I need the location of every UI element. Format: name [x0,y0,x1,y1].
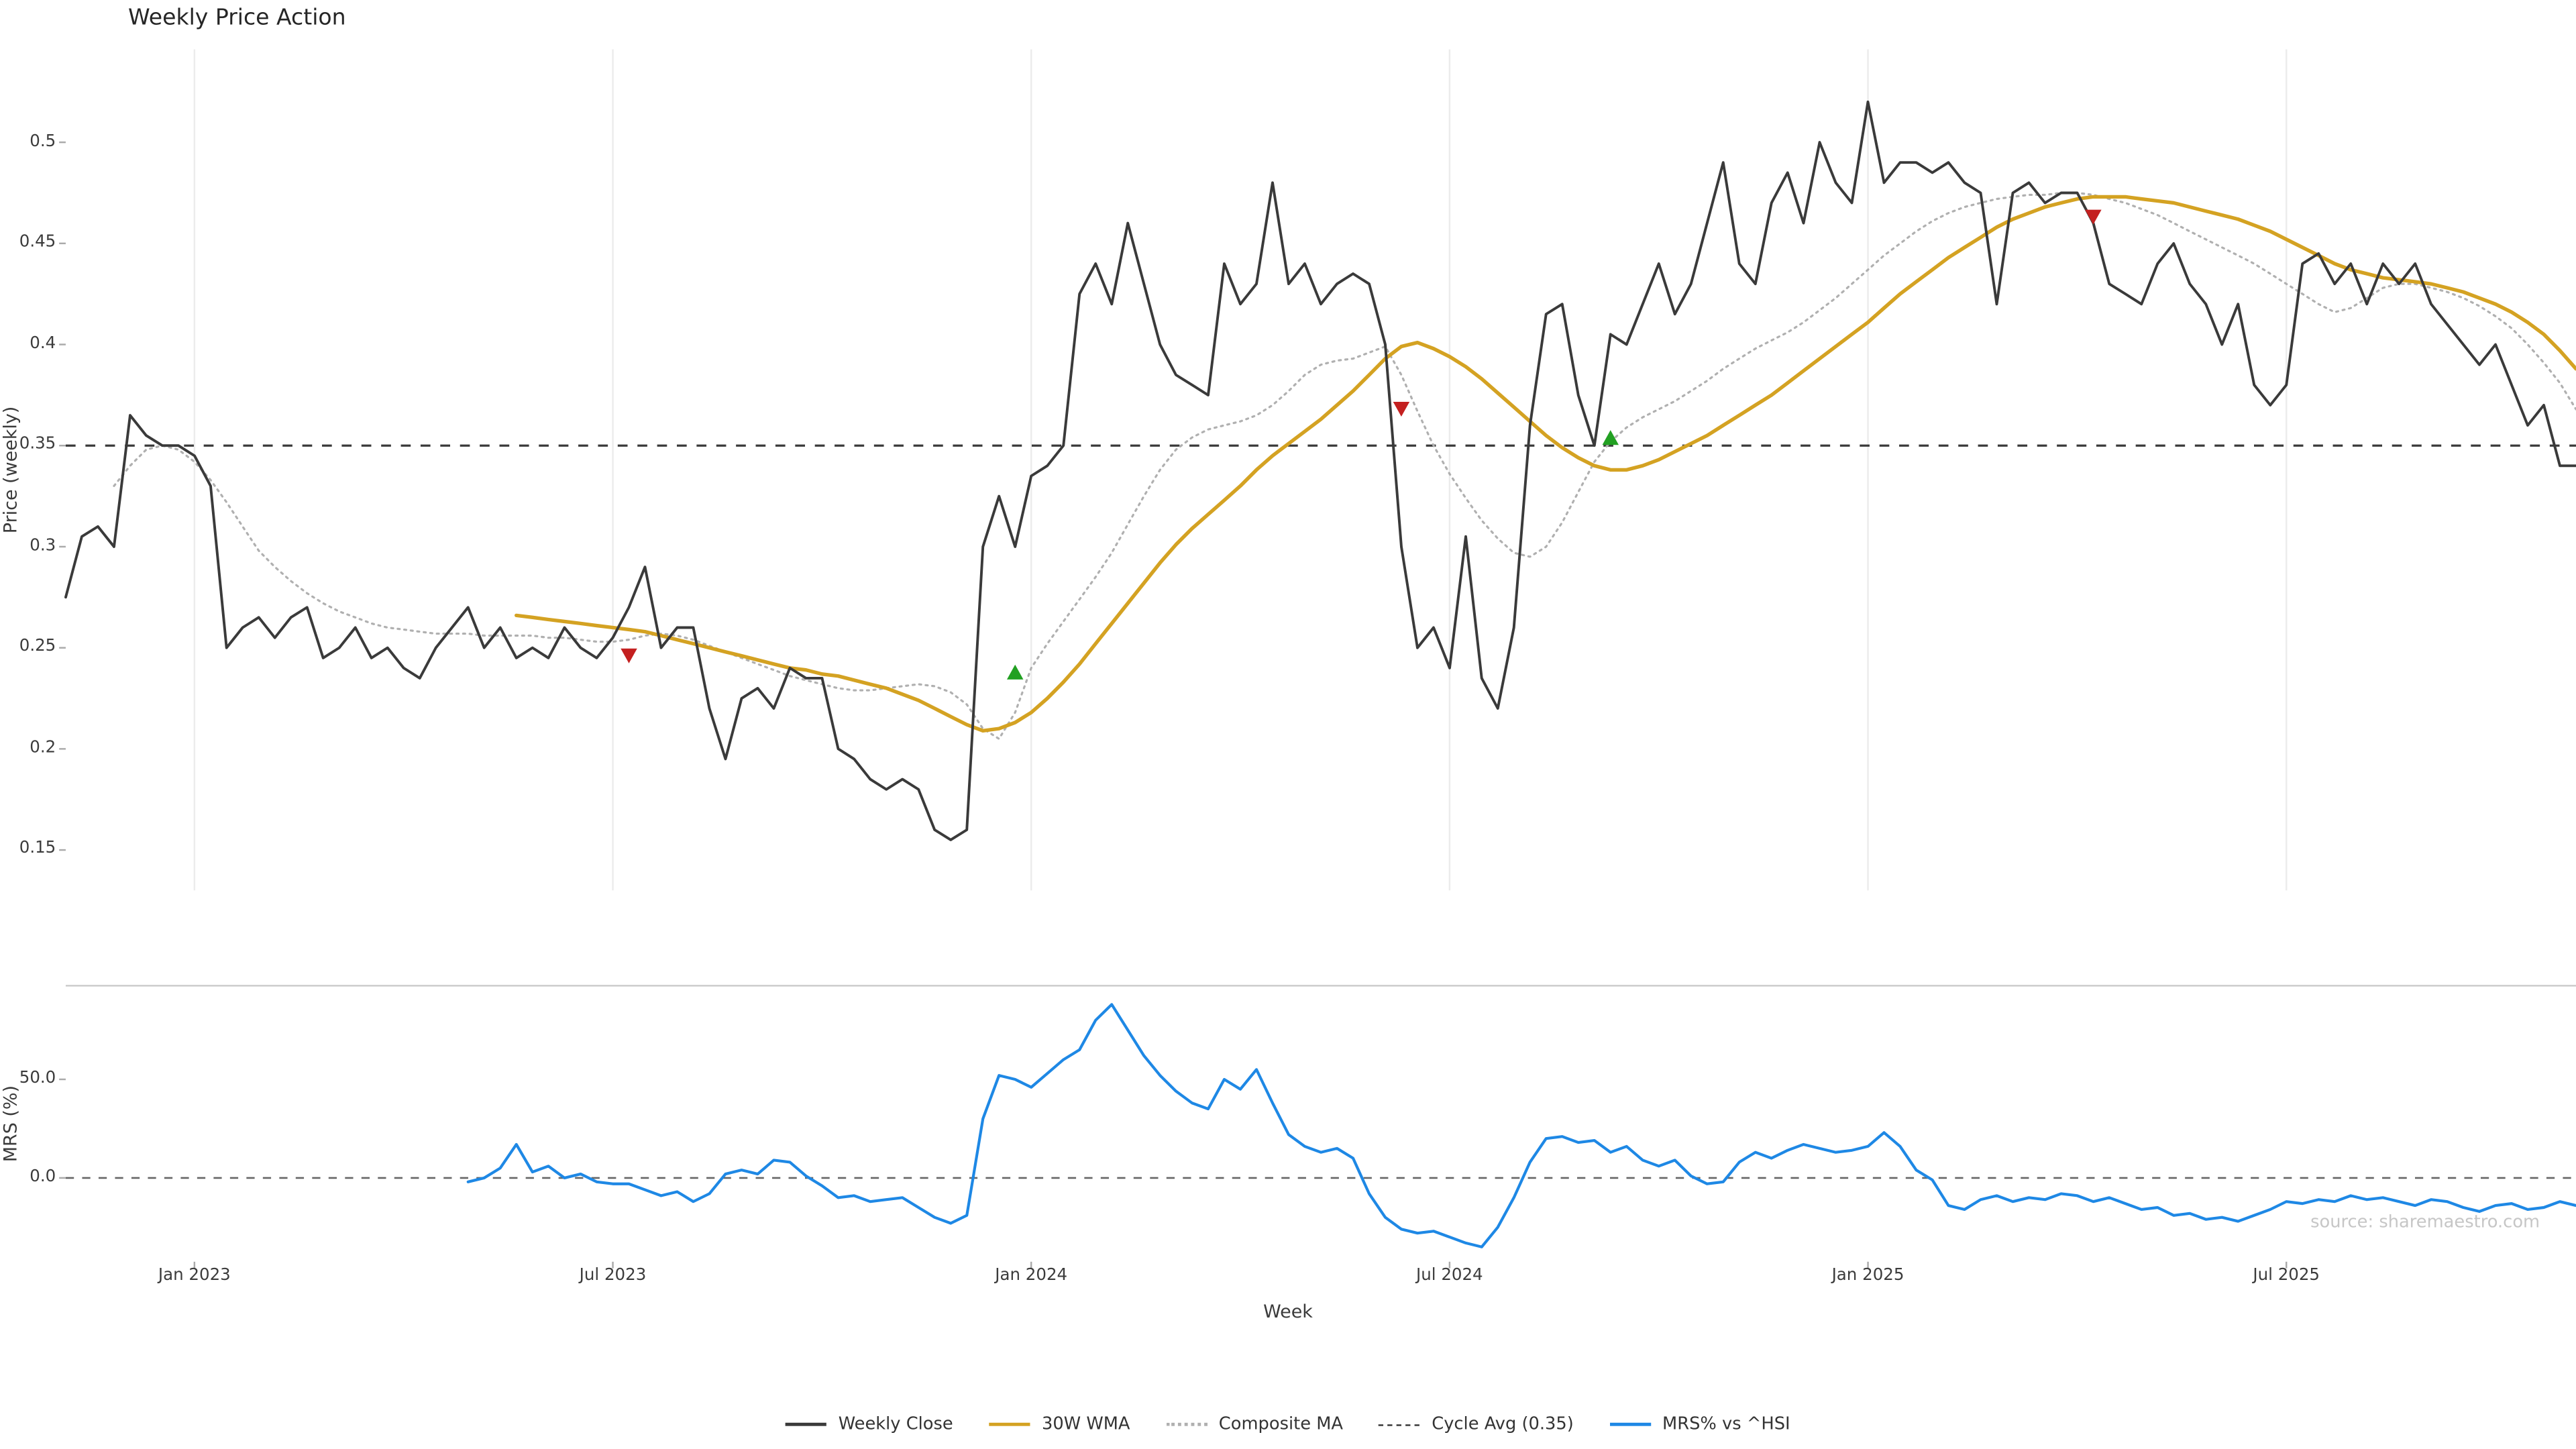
signal-markers [621,209,2102,680]
wma-30w-line [515,195,2576,733]
mrs-tick-label: 0.0 [30,1168,56,1187]
legend-item: Composite MA [1166,1415,1343,1434]
legend-label: MRS% vs ^HSI [1662,1414,1790,1434]
gridlines [193,49,2288,891]
legend-item: MRS% vs ^HSI [1609,1414,1790,1434]
mrs-tick-label: 50.0 [19,1069,56,1088]
source-watermark: source: sharemaestro.com [2310,1212,2540,1232]
legend-label: 30W WMA [1041,1414,1130,1434]
sell-signal-marker [1393,401,1410,417]
price-tick-label: 0.15 [19,840,56,859]
x-tick-label: Jan 2023 [158,1267,231,1285]
legend: Weekly Close 30W WMA Composite MA Cycle Avg… [0,1415,2576,1434]
legend-line-swatch [1379,1424,1421,1426]
legend-label: Weekly Close [838,1414,953,1434]
x-tick-label: Jul 2024 [1415,1267,1483,1285]
price-tick-label: 0.3 [30,537,56,555]
x-tick-label: Jan 2025 [1831,1267,1904,1285]
price-tick-label: 0.4 [30,334,56,353]
buy-signal-marker [1602,430,1619,445]
weekly-close-line [64,100,2576,841]
x-axis-label: Week [1263,1301,1313,1323]
price-tick-label: 0.45 [19,233,56,252]
composite-ma-line [113,191,2576,740]
axis-tick-marks [59,141,2288,1269]
sell-signal-marker [621,648,637,663]
x-tick-label: Jul 2025 [2253,1267,2320,1285]
legend-line-swatch [786,1422,827,1426]
legend-label: Composite MA [1218,1414,1344,1434]
legend-line-swatch [1166,1422,1208,1426]
price-tick-label: 0.5 [30,132,56,151]
mrs-line [466,1003,2576,1248]
mrs-axis-label: MRS (%) [0,1085,21,1163]
price-tick-label: 0.2 [30,739,56,757]
price-tick-label: 0.25 [19,637,56,656]
legend-line-swatch [1609,1422,1651,1426]
price-axis-label: Price (weekly) [0,406,21,534]
x-tick-label: Jul 2023 [579,1267,647,1285]
buy-signal-marker [1006,664,1024,680]
legend-item: Weekly Close [786,1415,953,1434]
legend-item: Cycle Avg (0.35) [1379,1415,1574,1434]
legend-label: Cycle Avg (0.35) [1432,1414,1574,1434]
legend-line-swatch [989,1422,1030,1426]
price-tick-label: 0.35 [19,435,56,454]
x-tick-label: Jan 2024 [995,1267,1068,1285]
chart-title: Weekly Price Action [128,5,346,32]
sell-signal-marker [2085,209,2102,225]
legend-item: 30W WMA [989,1415,1130,1434]
